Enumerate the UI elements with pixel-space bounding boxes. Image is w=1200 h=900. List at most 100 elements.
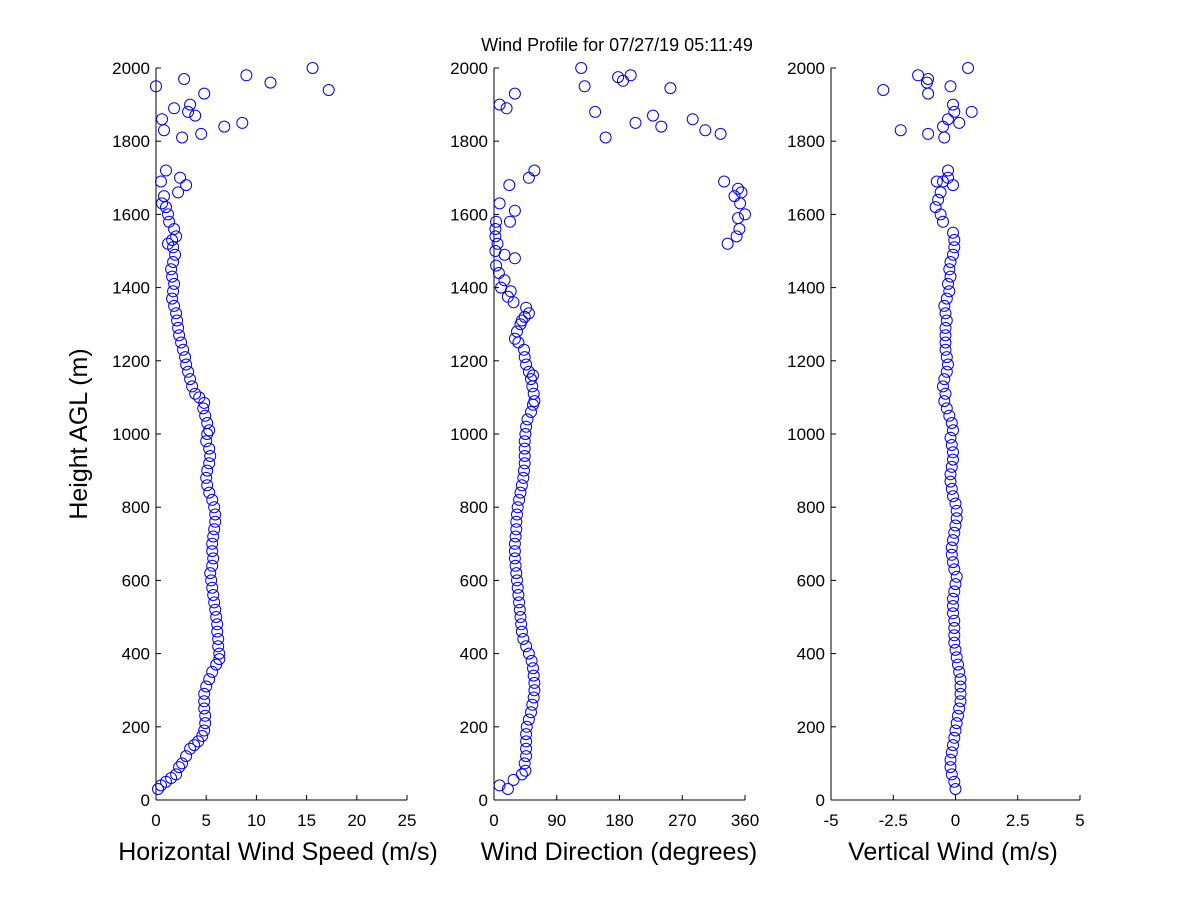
data-point (186, 380, 199, 393)
data-point (168, 299, 181, 312)
data-point (950, 504, 963, 517)
data-point (182, 365, 195, 378)
data-point (175, 336, 188, 349)
data-point (184, 98, 197, 111)
data-point (953, 702, 966, 715)
data-point (162, 237, 174, 250)
data-point (196, 730, 209, 742)
y-tick-label: 2000 (112, 59, 150, 78)
y-tick-label: 1200 (787, 352, 825, 371)
data-point (177, 343, 190, 356)
data-point (184, 373, 197, 386)
data-point (490, 215, 503, 228)
data-point (508, 204, 521, 217)
data-point (515, 618, 528, 631)
data-point (721, 237, 734, 250)
data-point (213, 653, 226, 666)
data-point (948, 775, 961, 788)
x-axis-label-horizontal-wind-speed: Horizontal Wind Speed (m/s) (118, 838, 438, 866)
data-point (664, 82, 677, 95)
data-point (732, 182, 744, 195)
y-tick-label: 1400 (112, 279, 150, 298)
x-axis-label-wind-direction: Wind Direction (degrees) (481, 838, 758, 866)
y-tick-label: 400 (797, 645, 825, 664)
data-point (491, 237, 504, 250)
y-tick-label: 200 (797, 718, 825, 737)
data-point (489, 223, 502, 235)
data-point (493, 197, 506, 210)
data-point (198, 687, 211, 700)
data-point (517, 471, 530, 484)
data-point (206, 537, 219, 550)
data-point (517, 633, 530, 645)
data-point (212, 633, 225, 645)
data-point (510, 515, 523, 528)
data-point (947, 739, 959, 752)
data-point (182, 105, 195, 118)
data-point (167, 285, 180, 298)
data-point (170, 768, 183, 781)
y-tick-label: 1600 (450, 205, 488, 224)
data-point (938, 373, 951, 386)
data-point (160, 164, 172, 177)
data-point (520, 301, 533, 314)
data-point (236, 116, 249, 129)
data-point (518, 351, 531, 364)
y-tick-label: 0 (816, 791, 825, 810)
data-point (511, 325, 523, 338)
data-point (520, 358, 533, 371)
data-point (511, 508, 523, 521)
y-tick-label: 800 (460, 498, 488, 517)
data-point (733, 223, 746, 235)
data-point (209, 515, 222, 528)
data-point (952, 709, 964, 722)
data-point (525, 654, 538, 667)
data-point (940, 365, 953, 378)
data-point (206, 581, 219, 594)
data-point (173, 329, 186, 342)
data-point (170, 307, 183, 320)
y-tick-label: 400 (460, 645, 488, 664)
y-tick-label: 600 (797, 571, 825, 590)
data-point (629, 116, 642, 129)
data-point (948, 585, 961, 598)
data-point (203, 424, 216, 437)
y-axis-label: Height AGL (m) (65, 348, 93, 519)
data-point (509, 530, 522, 543)
data-point (944, 270, 957, 283)
data-point (954, 680, 967, 693)
y-tick-label: 1200 (450, 352, 488, 371)
data-point (934, 186, 947, 199)
data-point (174, 171, 187, 184)
data-point (520, 742, 533, 755)
data-point (939, 307, 952, 320)
x-tick-label: 20 (347, 811, 366, 830)
data-point (176, 757, 189, 770)
data-point (511, 581, 524, 594)
data-point (522, 171, 535, 184)
data-point (948, 622, 961, 634)
data-point (210, 658, 223, 671)
y-tick-label: 2000 (450, 59, 488, 78)
data-point (940, 314, 953, 327)
data-point (947, 179, 959, 192)
data-point (954, 687, 967, 700)
data-point (495, 281, 507, 294)
data-point (947, 453, 959, 466)
data-point (204, 450, 217, 462)
data-point (152, 783, 164, 795)
data-point (934, 208, 947, 221)
data-point (166, 270, 179, 283)
data-point (514, 611, 527, 623)
data-point (947, 98, 959, 111)
data-point (207, 552, 220, 565)
data-point (193, 391, 206, 404)
data-point (515, 768, 528, 781)
y-tick-label: 0 (479, 791, 488, 810)
data-point (170, 230, 183, 243)
data-point (578, 80, 591, 93)
data-point (922, 73, 935, 85)
data-point (206, 493, 219, 506)
data-point (527, 669, 540, 682)
data-point (180, 750, 193, 763)
